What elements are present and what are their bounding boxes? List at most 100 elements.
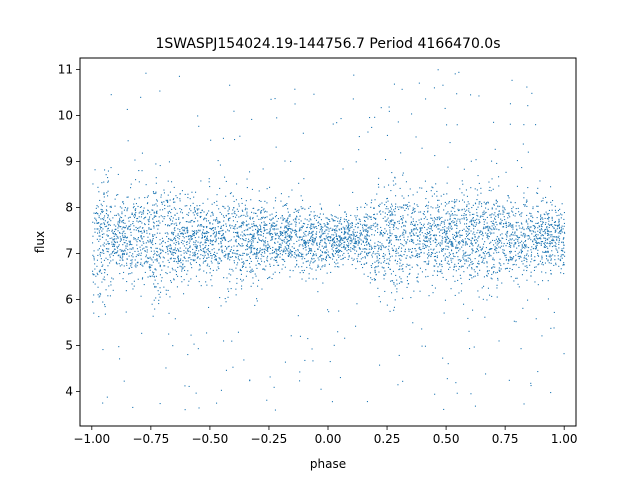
data-point	[407, 195, 409, 197]
data-point	[113, 239, 115, 241]
data-point	[411, 266, 413, 268]
data-point	[436, 257, 438, 259]
data-point	[424, 226, 426, 228]
data-point	[338, 204, 340, 206]
data-point	[451, 228, 453, 230]
data-point	[441, 264, 443, 266]
data-point	[428, 260, 430, 262]
data-point	[115, 238, 117, 240]
data-point	[445, 234, 447, 236]
data-point	[331, 234, 333, 236]
data-point	[273, 229, 275, 231]
data-point	[308, 241, 310, 243]
data-point	[291, 223, 293, 225]
data-point	[147, 257, 149, 259]
data-point	[288, 247, 290, 249]
data-point	[168, 161, 170, 163]
data-point	[262, 209, 264, 211]
data-point	[191, 230, 193, 232]
data-point	[347, 246, 349, 248]
data-point	[345, 236, 347, 238]
data-point	[520, 231, 522, 233]
data-point	[423, 239, 425, 241]
data-point	[263, 245, 265, 247]
data-point	[496, 271, 498, 273]
data-point	[116, 241, 118, 243]
data-point	[205, 251, 207, 253]
data-point	[344, 248, 346, 250]
data-point	[478, 244, 480, 246]
data-point	[456, 214, 458, 216]
data-point	[155, 177, 157, 179]
data-point	[94, 228, 96, 230]
data-point	[228, 245, 230, 247]
data-point	[541, 229, 543, 231]
data-point	[209, 223, 211, 225]
data-point	[480, 234, 482, 236]
data-point	[386, 214, 388, 216]
data-point	[256, 241, 258, 243]
data-point	[503, 216, 505, 218]
data-point	[220, 246, 222, 248]
data-point	[561, 241, 563, 243]
data-point	[454, 202, 456, 204]
data-point	[214, 254, 216, 256]
data-point	[173, 207, 175, 209]
data-point	[240, 215, 242, 217]
data-point	[100, 218, 102, 220]
data-point	[394, 211, 396, 213]
data-point	[229, 224, 231, 226]
data-point	[387, 248, 389, 250]
data-point	[471, 252, 473, 254]
data-point	[300, 252, 302, 254]
data-point	[246, 225, 248, 227]
data-point	[362, 267, 364, 269]
data-point	[291, 189, 293, 191]
data-point	[498, 210, 500, 212]
data-point	[320, 234, 322, 236]
data-point	[117, 255, 119, 257]
data-point	[146, 196, 148, 198]
data-point	[548, 234, 550, 236]
data-point	[477, 290, 479, 292]
data-point	[433, 225, 435, 227]
data-point	[189, 246, 191, 248]
data-point	[224, 176, 226, 178]
data-point	[358, 242, 360, 244]
data-point	[309, 264, 311, 266]
data-point	[214, 256, 216, 258]
data-point	[399, 239, 401, 241]
data-point	[107, 217, 109, 219]
data-point	[362, 241, 364, 243]
data-point	[153, 250, 155, 252]
data-point	[206, 212, 208, 214]
data-point	[174, 258, 176, 260]
data-point	[168, 245, 170, 247]
data-point	[182, 235, 184, 237]
data-point	[274, 232, 276, 234]
data-point	[466, 206, 468, 208]
data-point	[243, 214, 245, 216]
data-point	[534, 259, 536, 261]
data-point	[253, 221, 255, 223]
data-point	[402, 217, 404, 219]
data-point	[218, 222, 220, 224]
data-point	[92, 301, 94, 303]
data-point	[269, 245, 271, 247]
data-point	[284, 241, 286, 243]
data-point	[192, 248, 194, 250]
data-point	[194, 217, 196, 219]
data-point	[102, 278, 104, 280]
data-point	[394, 176, 396, 178]
data-point	[301, 270, 303, 272]
data-point	[154, 286, 156, 288]
data-point	[278, 246, 280, 248]
data-point	[374, 270, 376, 272]
chart-title: 1SWASPJ154024.19-144756.7 Period 4166470…	[155, 36, 500, 52]
data-point	[161, 201, 163, 203]
data-point	[102, 250, 104, 252]
data-point	[439, 264, 441, 266]
data-point	[191, 238, 193, 240]
data-point	[516, 235, 518, 237]
data-point	[471, 268, 473, 270]
